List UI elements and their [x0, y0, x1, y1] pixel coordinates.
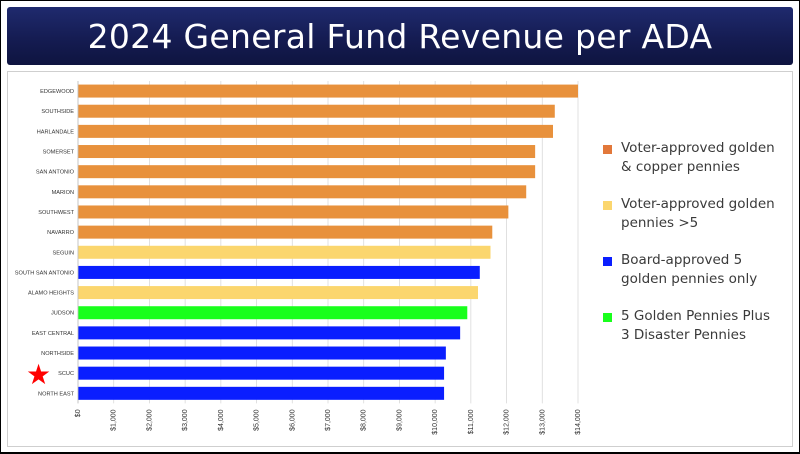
legend-swatch: [603, 145, 612, 154]
legend-item-disaster: 5 Golden Pennies Plus 3 Disaster Pennies: [601, 307, 791, 345]
x-tick-label: $9,000: [396, 409, 403, 431]
legend-swatch: [603, 257, 612, 266]
bar: [78, 386, 445, 400]
category-label: NAVARRO: [47, 230, 74, 236]
x-tick-label: $12,000: [504, 409, 511, 434]
category-label: SOMERSET: [43, 150, 75, 156]
bar: [78, 185, 527, 199]
x-tick-label: $6,000: [289, 409, 296, 431]
bar: [78, 265, 480, 279]
x-tick-label: $10,000: [432, 409, 439, 434]
x-tick-label: $13,000: [539, 409, 546, 434]
bar: [78, 145, 536, 159]
category-label: SEGUIN: [53, 250, 74, 256]
legend-swatch: [603, 201, 612, 210]
category-label: JUDSON: [51, 311, 74, 317]
category-label: SOUTHWEST: [38, 210, 74, 216]
bar: [78, 104, 555, 118]
category-label: SOUTH SAN ANTONIO: [15, 270, 75, 276]
bar: [78, 245, 491, 259]
legend-label-line: 5 Golden Pennies Plus: [621, 308, 771, 324]
x-tick-label: $14,000: [575, 409, 582, 434]
category-label: SOUTHSIDE: [41, 109, 74, 115]
bar: [78, 205, 509, 219]
category-label: SAN ANTONIO: [36, 170, 75, 176]
bar: [78, 326, 461, 340]
legend-item-board5: Board-approved 5 golden pennies only: [601, 251, 791, 289]
legend-label-line: 3 Disaster Pennies: [621, 327, 746, 343]
legend-label-line: pennies >5: [621, 215, 699, 231]
chart-legend: Voter-approved golden & copper pennies V…: [601, 139, 791, 363]
x-tick-label: $1,000: [111, 409, 118, 431]
x-tick-label: $8,000: [361, 409, 368, 431]
x-tick-label: $11,000: [468, 409, 475, 434]
bar: [78, 225, 493, 239]
category-label: EDGEWOOD: [40, 89, 74, 95]
bar: [78, 306, 468, 320]
x-tick-label: $4,000: [218, 409, 225, 431]
x-tick-label: $5,000: [254, 409, 261, 431]
bar: [78, 165, 536, 179]
legend-item-golden-copper: Voter-approved golden & copper pennies: [601, 139, 791, 177]
x-tick-label: $7,000: [325, 409, 332, 431]
bar: [78, 124, 553, 138]
category-label: MARION: [52, 190, 74, 196]
highlight-star-icon: ★: [26, 359, 52, 390]
category-label: NORTH EAST: [38, 391, 75, 397]
category-label: EAST CENTRAL: [32, 331, 74, 337]
legend-label-line: Voter-approved golden: [621, 140, 775, 156]
legend-swatch: [603, 313, 612, 322]
x-tick-label: $0: [75, 409, 82, 417]
legend-label-line: & copper pennies: [621, 159, 740, 175]
bar: [78, 366, 445, 380]
x-tick-label: $3,000: [182, 409, 189, 431]
x-tick-label: $2,000: [146, 409, 153, 431]
category-label: NORTHSIDE: [41, 351, 74, 357]
bar: [78, 346, 446, 360]
title-bar: 2024 General Fund Revenue per ADA: [7, 7, 793, 65]
bar: [78, 84, 578, 98]
page-title: 2024 General Fund Revenue per ADA: [87, 16, 713, 56]
legend-label-line: Voter-approved golden: [621, 196, 775, 212]
category-label: HARLANDALE: [37, 129, 75, 135]
legend-label-line: golden pennies only: [621, 271, 758, 287]
bar: [78, 286, 478, 300]
legend-item-golden-gt5: Voter-approved golden pennies >5: [601, 195, 791, 233]
legend-label-line: Board-approved 5: [621, 252, 743, 268]
category-label: SCUC: [58, 371, 74, 377]
category-label: ALAMO HEIGHTS: [28, 291, 74, 297]
